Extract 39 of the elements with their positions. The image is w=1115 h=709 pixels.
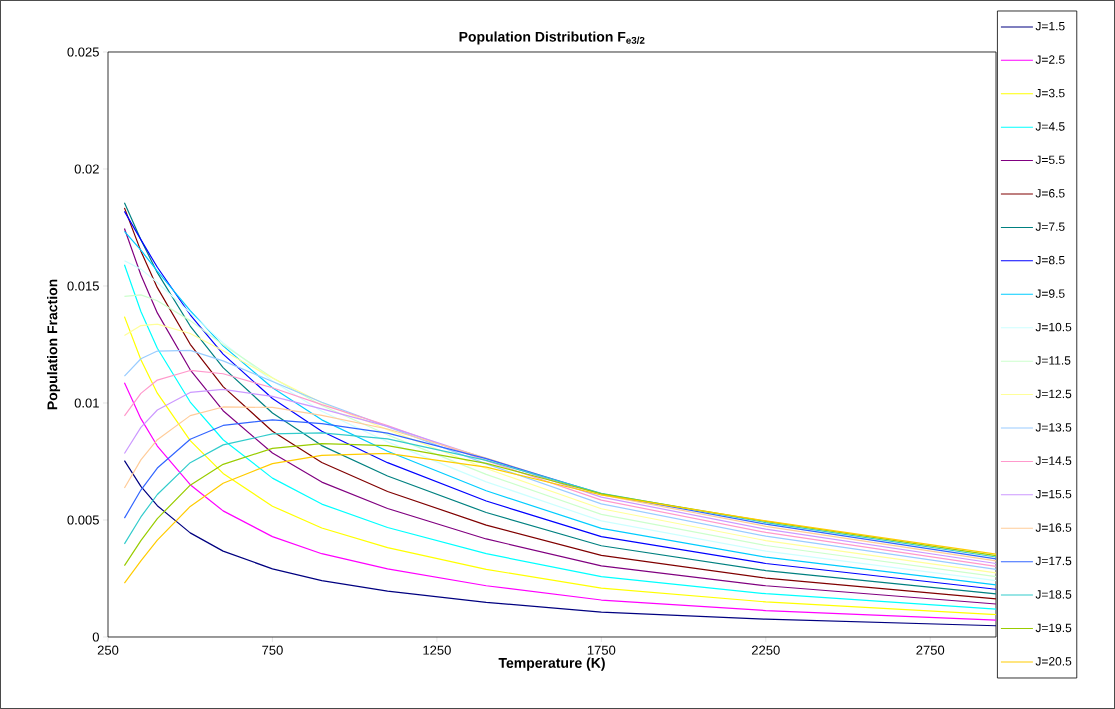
legend-label: J=10.5 xyxy=(1035,322,1072,332)
x-tick-label: 2750 xyxy=(916,645,945,655)
legend-label: J=20.5 xyxy=(1035,657,1072,666)
line-series xyxy=(123,459,997,627)
line-series xyxy=(123,382,997,621)
y-tick-label: 0.015 xyxy=(67,281,99,291)
legend-label: J=2.5 xyxy=(1035,55,1065,64)
legend-label: J=13.5 xyxy=(1035,423,1072,432)
legend-label: J=1.5 xyxy=(1035,22,1065,31)
legend-label: J=11.5 xyxy=(1035,356,1071,365)
y-tick-label: 0.02 xyxy=(74,164,99,174)
line-series xyxy=(123,452,997,584)
y-tick-label: 0 xyxy=(92,632,99,642)
x-tick-label: 1250 xyxy=(423,645,451,655)
legend-label: J=18.5 xyxy=(1035,590,1072,599)
x-tick-label: 750 xyxy=(262,645,283,655)
y-tick-label: 0.025 xyxy=(67,47,99,57)
x-tick-label: 250 xyxy=(97,645,119,655)
legend-label: J=4.5 xyxy=(1035,122,1065,131)
y-axis-title: Population Fraction xyxy=(47,279,61,410)
legend-label: J=16.5 xyxy=(1035,523,1072,532)
legend-label: J=12.5 xyxy=(1035,389,1072,399)
x-axis-title: Temperature (K) xyxy=(498,657,605,671)
legend-label: J=3.5 xyxy=(1035,88,1065,98)
legend-label: J=19.5 xyxy=(1035,623,1072,633)
legend-label: J=15.5 xyxy=(1035,489,1072,499)
x-tick-label: 1750 xyxy=(587,645,616,655)
legend-label: J=8.5 xyxy=(1035,255,1065,265)
legend-label: J=7.5 xyxy=(1035,222,1065,231)
chart-title: Population Distribution F$_{e3/2}$ xyxy=(459,31,645,45)
legend-label: J=17.5 xyxy=(1035,556,1072,566)
legend-label: J=14.5 xyxy=(1035,456,1072,465)
y-tick-label: 0.01 xyxy=(74,398,99,408)
y-tick-label: 0.005 xyxy=(67,515,99,525)
legend-label: J=5.5 xyxy=(1035,155,1065,165)
legend-label: J=9.5 xyxy=(1035,289,1065,298)
x-tick-label: 2250 xyxy=(751,645,780,655)
line-series xyxy=(123,316,997,616)
legend-label: J=6.5 xyxy=(1035,189,1065,198)
